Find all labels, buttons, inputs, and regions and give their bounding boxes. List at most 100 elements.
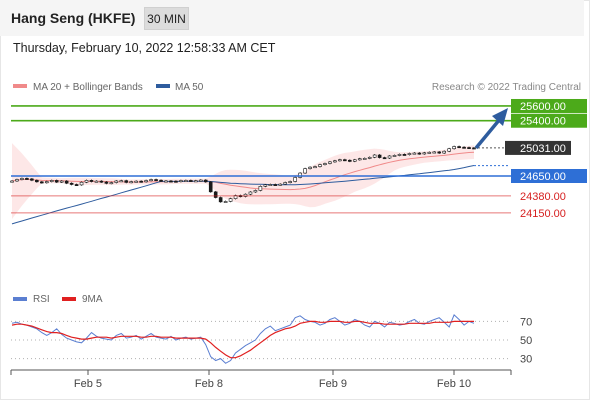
candle [357,158,362,161]
x-axis-tick-label: Feb 5 [74,378,102,390]
candle [203,179,208,183]
x-axis-tick-label: Feb 10 [437,378,471,390]
candle [348,159,352,162]
candle [442,150,446,154]
candle [15,179,19,182]
candle [144,180,148,183]
candle [352,159,357,162]
bollinger-band-fill [12,143,474,219]
support-level-label: 24150.00 [520,208,566,220]
candle [258,186,263,191]
candle [44,181,49,184]
candle [427,151,432,154]
candle [198,179,203,182]
rsi-level-label: 50 [520,335,532,347]
candle [25,178,29,180]
ma20-line [11,151,475,191]
candle [328,161,332,164]
candle [59,180,64,183]
candle [372,154,377,158]
candle [129,181,134,184]
current-price-label-box [505,140,571,155]
candle [189,180,193,182]
candle [40,181,44,184]
candle [114,180,119,183]
ma50-legend-label: MA 50 [175,82,204,93]
candle [318,164,322,167]
candle [139,180,143,183]
current-price-label: 25031.00 [520,143,566,155]
candle [452,146,456,150]
rsi-ma-legend-swatch [62,297,76,301]
candle [288,181,292,183]
candle [20,178,24,180]
candle [283,182,288,185]
candle [174,180,178,183]
candle [49,180,54,182]
candle [462,146,466,149]
timeframe-button[interactable]: 30 MIN [144,7,189,30]
candle [432,151,437,154]
candle [218,197,223,203]
candle [273,184,278,186]
candle [35,179,39,183]
candle [253,190,258,193]
candle [208,181,213,193]
candle [407,153,412,155]
candle [104,181,109,184]
candle [54,180,59,183]
bollinger-legend-swatch [13,84,27,88]
header-bar [0,0,584,36]
candle [228,198,233,202]
rsi-level-label: 30 [520,354,532,366]
candle [417,152,422,155]
candle [437,151,442,154]
candle [412,152,417,155]
candle [184,180,188,182]
candle [367,156,372,159]
candle [124,180,129,183]
ma50-legend-swatch [156,84,170,88]
candle [10,180,14,183]
candle [213,191,218,198]
candle [89,180,94,182]
candle [64,180,69,184]
candle [109,182,114,185]
instrument-title: Hang Seng (HKFE) [11,10,136,26]
x-axis-tick-label: Feb 9 [319,378,347,390]
candle [397,154,402,156]
resistance-level-label: 25600.00 [520,101,566,113]
candle [149,179,153,182]
candle [343,159,347,162]
rsi-level-label: 70 [520,316,532,328]
candle [248,191,253,195]
datetime-label: Thursday, February 10, 2022 12:58:33 AM … [13,41,276,55]
candle [194,180,198,183]
candle [94,180,99,183]
candle [377,154,382,158]
candle [447,148,451,152]
candle [382,157,387,160]
candle [293,177,297,182]
rsi-legend-swatch [13,297,27,301]
resistance-level-label: 25400.00 [520,116,566,128]
candle [84,180,89,183]
forecast-arrow-head [492,108,508,126]
candle [422,152,427,155]
candle [154,179,158,182]
candle [263,184,268,187]
candle [179,180,183,182]
candle [333,160,337,163]
candle [159,179,163,182]
candle [323,163,327,165]
bollinger-legend-label: MA 20 + Bollinger Bands [33,82,143,93]
rsi-ma-line [11,320,474,359]
credit-label: Research © 2022 Trading Central [432,82,581,93]
candle [392,155,397,157]
candle [79,181,84,186]
pivot-level-label-box [511,169,587,183]
pivot-level-label: 24650.00 [520,171,566,183]
candle [99,180,104,183]
candle [308,166,312,169]
candle [402,154,407,156]
